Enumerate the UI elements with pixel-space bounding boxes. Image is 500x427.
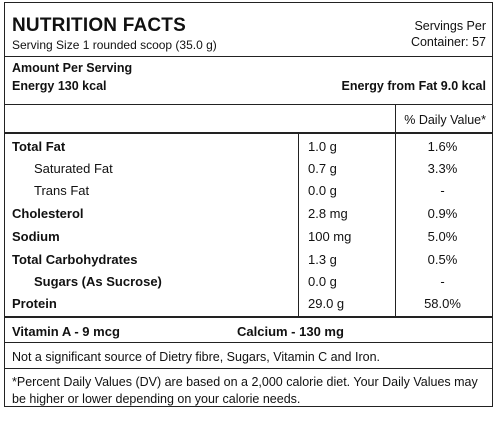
nutrient-amount: 0.7 g	[308, 161, 337, 176]
nutrient-amount: 2.8 mg	[308, 206, 348, 221]
table-row: Trans Fat 0.0 g -	[5, 180, 492, 202]
nutrient-name: Trans Fat	[34, 183, 90, 198]
nutrient-daily-value: 1.6%	[427, 139, 458, 154]
table-row: Sugars (As Sucrose) 0.0 g -	[5, 271, 492, 293]
nutrient-amount: 0.0 g	[308, 183, 337, 198]
servings-per-line2: Container: 57	[410, 35, 486, 49]
nutrient-name: Total Carbohydrates	[12, 252, 138, 267]
nutrient-name: Saturated Fat	[34, 161, 113, 176]
divider	[5, 104, 492, 105]
nutrient-daily-value: -	[440, 183, 445, 198]
divider	[5, 316, 492, 318]
table-row: Sodium 100 mg 5.0%	[5, 226, 492, 248]
nutrient-amount: 1.0 g	[308, 139, 337, 154]
nutrient-name: Sugars (As Sucrose)	[34, 274, 162, 289]
daily-value-footnote: *Percent Daily Values (DV) are based on …	[12, 375, 478, 406]
nutrient-daily-value: 0.5%	[427, 252, 458, 267]
servings-per-container: Servings Per Container: 57	[411, 18, 486, 50]
divider	[5, 368, 492, 369]
nutrient-name: Sodium	[12, 229, 60, 244]
table-row: Cholesterol 2.8 mg 0.9%	[5, 203, 492, 225]
divider	[5, 132, 492, 134]
nutrition-label: NUTRITION FACTS Serving Size 1 rounded s…	[4, 2, 493, 407]
amount-per-serving-heading: Amount Per Serving	[12, 61, 133, 75]
nutrient-daily-value: 3.3%	[427, 161, 458, 176]
column-divider	[395, 104, 396, 316]
nutrient-name: Protein	[12, 296, 57, 311]
column-divider	[298, 132, 299, 316]
table-row: Protein 29.0 g 58.0%	[5, 293, 492, 315]
divider	[5, 342, 492, 343]
table-row: Total Fat 1.0 g 1.6%	[5, 136, 492, 158]
nutrient-amount: 1.3 g	[308, 252, 337, 267]
table-row: Saturated Fat 0.7 g 3.3%	[5, 158, 492, 180]
calcium: Calcium - 130 mg	[237, 324, 344, 339]
nutrient-daily-value: 58.0%	[424, 296, 461, 311]
energy-value: Energy 130 kcal	[12, 79, 107, 93]
nutrient-daily-value: 5.0%	[427, 229, 458, 244]
daily-value-header: % Daily Value*	[404, 113, 486, 127]
nutrient-amount: 100 mg	[308, 229, 352, 244]
label-title: NUTRITION FACTS	[12, 15, 186, 36]
vitamin-a: Vitamin A - 9 mcg	[12, 324, 120, 339]
nutrient-daily-value: -	[440, 274, 445, 289]
nutrient-name: Total Fat	[12, 139, 66, 154]
nutrient-amount: 0.0 g	[308, 274, 337, 289]
table-row: Total Carbohydrates 1.3 g 0.5%	[5, 249, 492, 271]
nutrient-name: Cholesterol	[12, 206, 84, 221]
energy-from-fat: Energy from Fat 9.0 kcal	[341, 79, 486, 93]
nutrient-amount: 29.0 g	[308, 296, 345, 311]
serving-size: Serving Size 1 rounded scoop (35.0 g)	[12, 38, 217, 52]
nutrient-daily-value: 0.9%	[427, 206, 458, 221]
significance-note: Not a significant source of Dietry fibre…	[12, 350, 380, 364]
divider	[5, 56, 492, 57]
servings-per-line1: Servings Per	[414, 19, 486, 33]
